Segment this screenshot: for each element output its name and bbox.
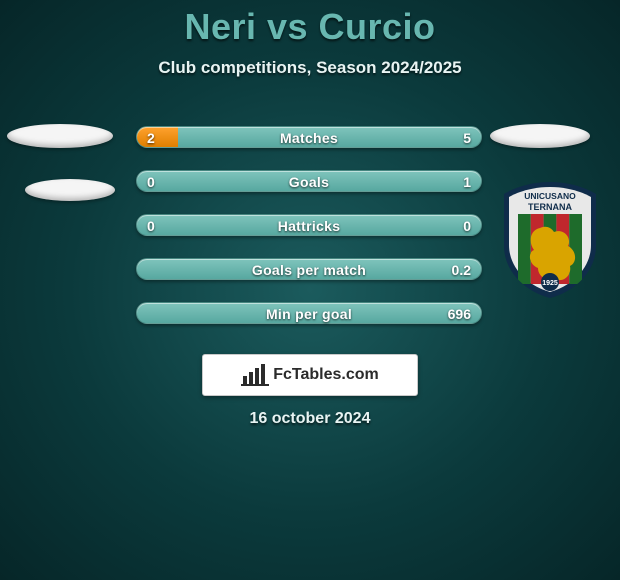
bar-track: 0 Hattricks 0 <box>136 214 482 236</box>
bar-track: Min per goal 696 <box>136 302 482 324</box>
club-badge-svg: UNICUSANO TERNANA 1925 <box>500 180 600 300</box>
badge-text-mid: TERNANA <box>528 202 572 212</box>
page-subtitle: Club competitions, Season 2024/2025 <box>0 58 620 78</box>
bar-metric-label: Min per goal <box>137 303 481 325</box>
left-ellipse-bottom <box>25 179 115 201</box>
footer-date: 16 october 2024 <box>0 410 620 428</box>
badge-text-top: UNICUSANO <box>524 191 576 201</box>
bar-row: Goals per match 0.2 <box>136 258 482 280</box>
bar-value-right: 5 <box>453 127 481 149</box>
brand-card[interactable]: FcTables.com <box>202 354 418 396</box>
bar-metric-label: Goals <box>137 171 481 193</box>
bar-row: 2 Matches 5 <box>136 126 482 148</box>
comparison-bars: 2 Matches 5 0 Goals 1 0 Hattricks 0 <box>136 126 482 346</box>
brand-text: FcTables.com <box>273 366 379 384</box>
bar-row: 0 Hattricks 0 <box>136 214 482 236</box>
bar-metric-label: Hattricks <box>137 215 481 237</box>
page-title: Neri vs Curcio <box>0 0 620 48</box>
bar-value-right: 0.2 <box>442 259 481 281</box>
bar-row: 0 Goals 1 <box>136 170 482 192</box>
right-ellipse <box>490 124 590 148</box>
left-ellipse-top <box>7 124 113 148</box>
bar-value-right: 0 <box>453 215 481 237</box>
club-badge: UNICUSANO TERNANA 1925 <box>500 180 600 300</box>
bar-metric-label: Goals per match <box>137 259 481 281</box>
bar-track: Goals per match 0.2 <box>136 258 482 280</box>
bar-value-right: 696 <box>438 303 481 325</box>
bar-value-right: 1 <box>453 171 481 193</box>
bar-track: 2 Matches 5 <box>136 126 482 148</box>
bar-track: 0 Goals 1 <box>136 170 482 192</box>
bar-chart-icon <box>241 364 269 386</box>
badge-year: 1925 <box>542 280 558 287</box>
page-root: Neri vs Curcio Club competitions, Season… <box>0 0 620 580</box>
bar-row: Min per goal 696 <box>136 302 482 324</box>
bar-metric-label: Matches <box>137 127 481 149</box>
